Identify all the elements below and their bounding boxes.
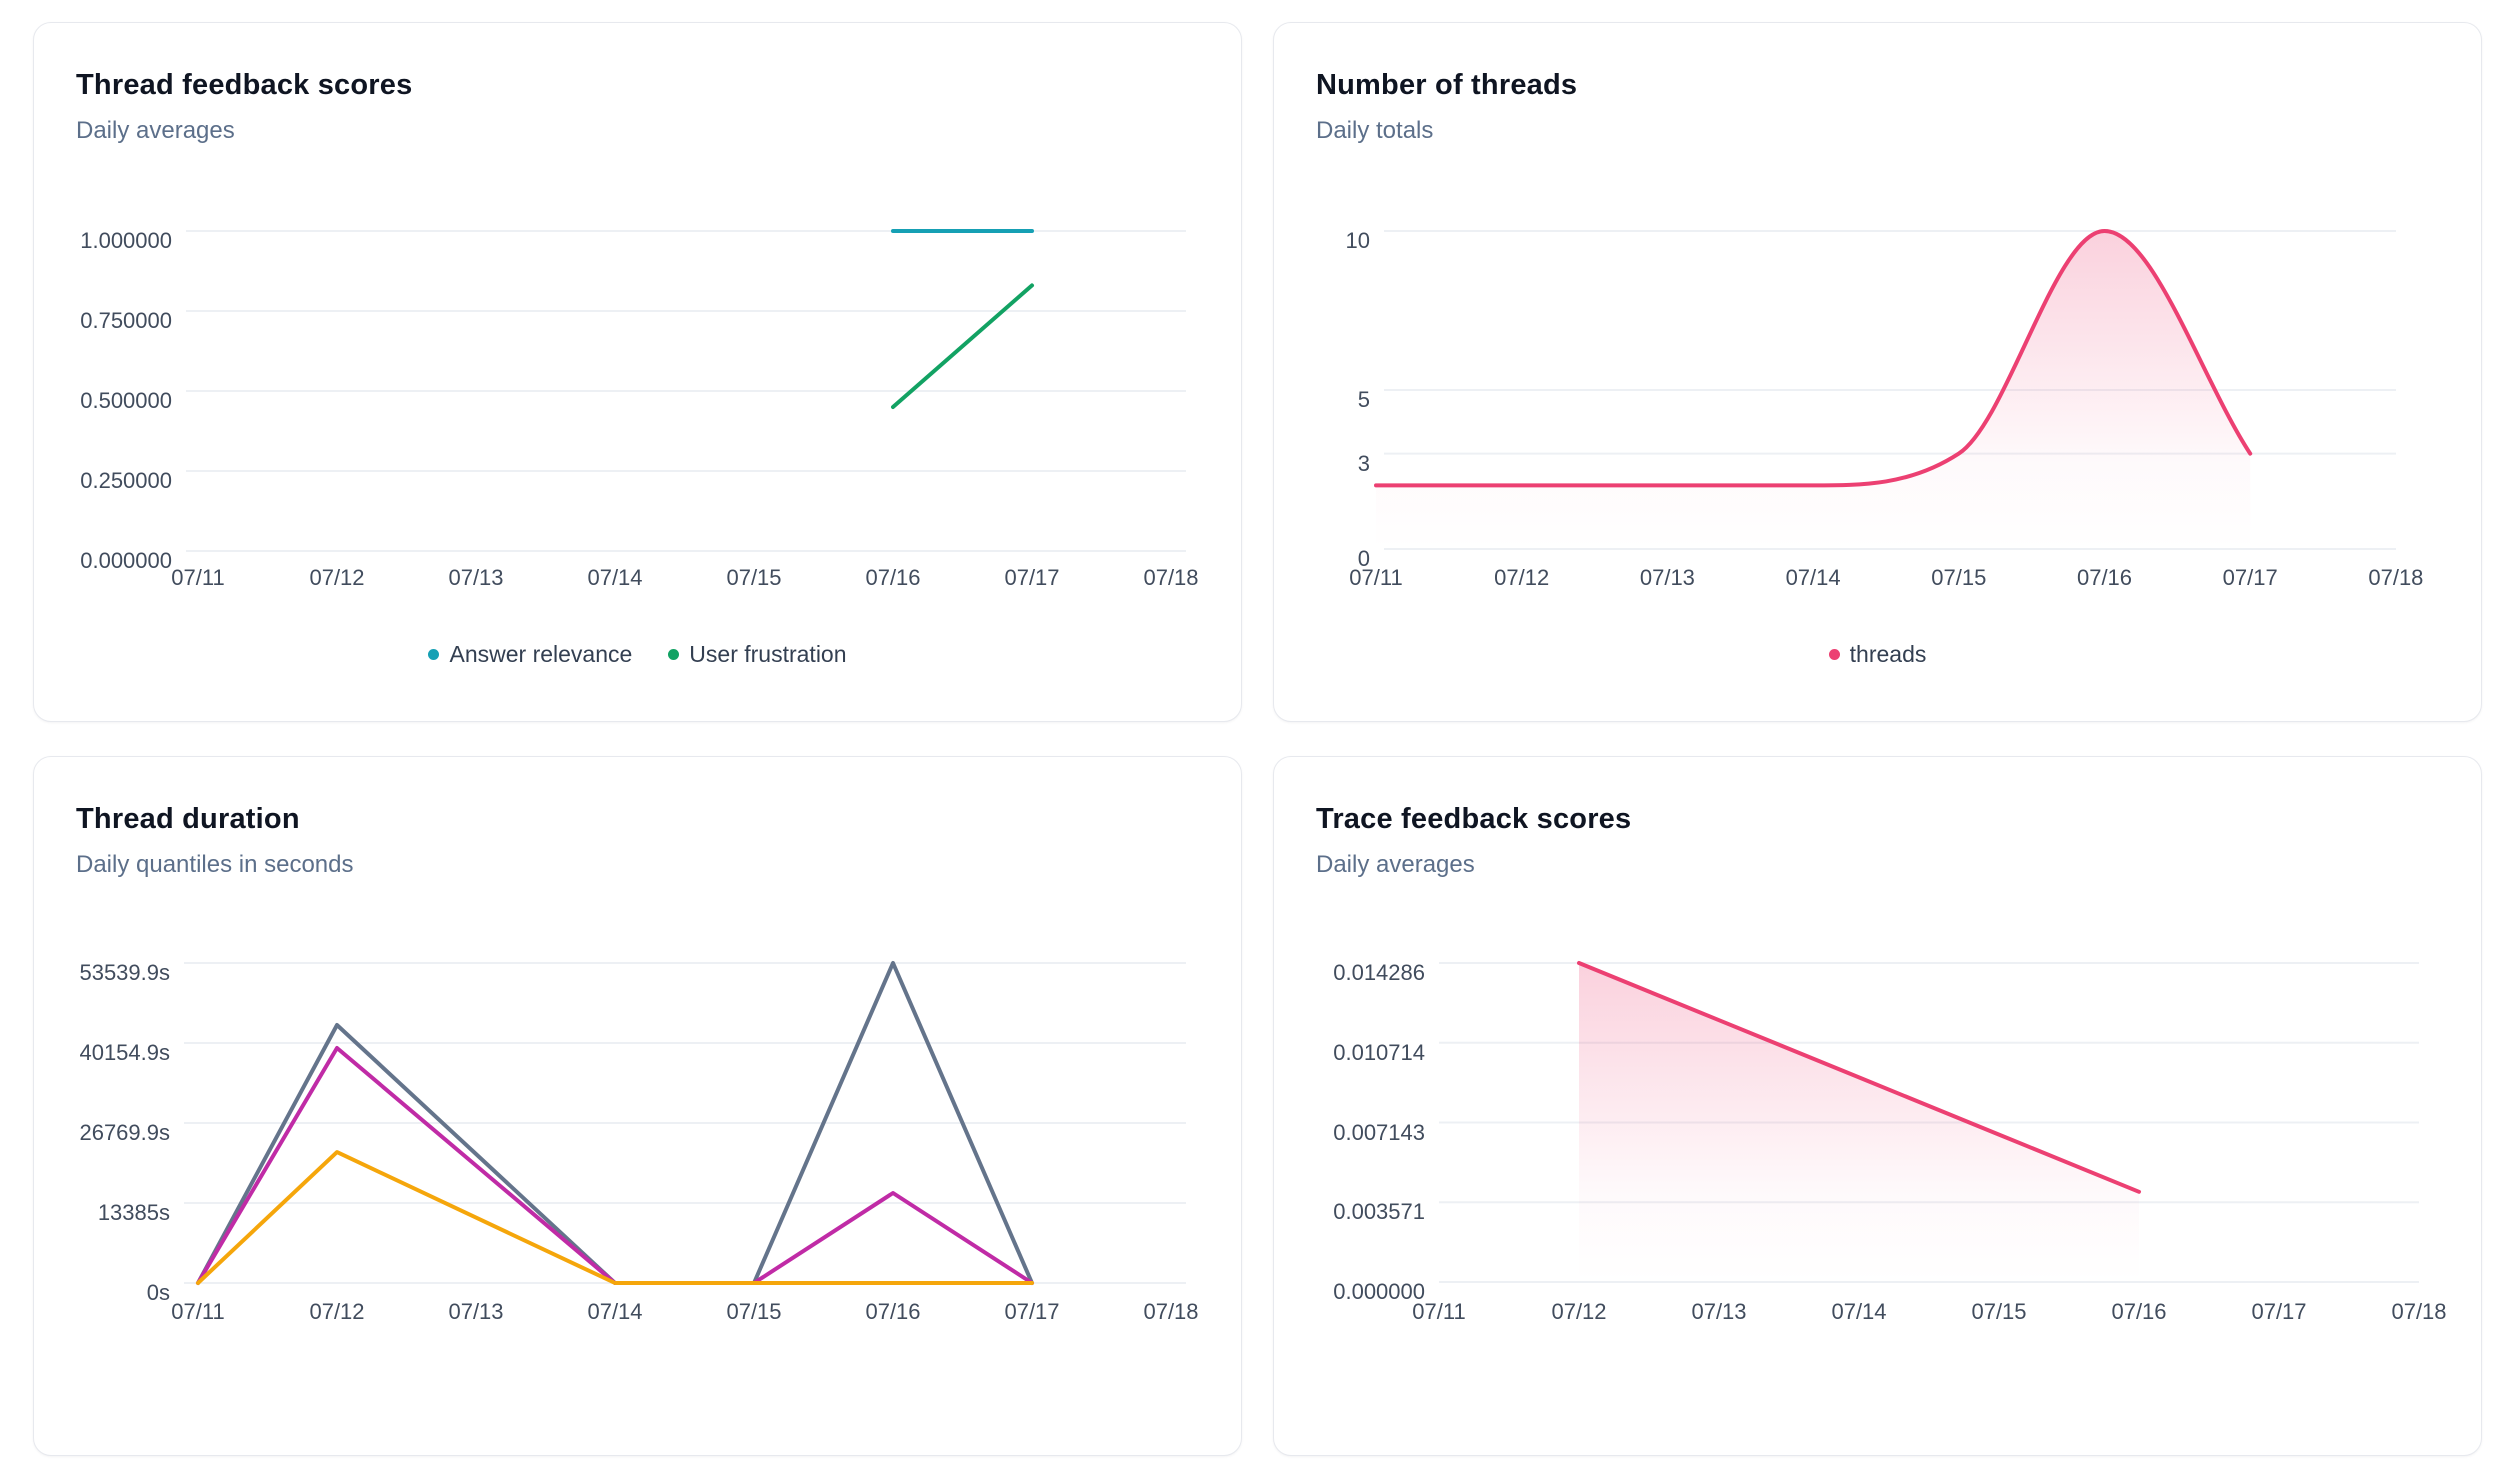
x-axis-tick-label: 07/15 <box>726 565 782 590</box>
x-axis-tick-label: 07/12 <box>1551 1299 1607 1324</box>
x-axis-tick-label: 07/17 <box>1004 1299 1060 1324</box>
y-axis-tick-label: 5 <box>1357 387 1370 412</box>
x-axis-tick-label: 07/13 <box>1639 565 1695 590</box>
card-subtitle: Daily totals <box>1316 117 1434 144</box>
card-title: Thread duration <box>76 803 300 835</box>
legend-dot-icon <box>1828 649 1840 660</box>
series-line <box>891 283 1034 409</box>
legend-item: threads <box>1828 641 1927 668</box>
area-fill <box>1376 231 2251 549</box>
y-axis-tick-label: 0.750000 <box>80 308 172 333</box>
line-chart-canvas[interactable] <box>34 23 1241 721</box>
area-fill <box>1579 963 2139 1282</box>
y-axis-tick-label: 1.000000 <box>80 228 172 253</box>
x-axis-tick-label: 07/17 <box>2251 1299 2307 1324</box>
card-subtitle: Daily averages <box>1316 851 1475 878</box>
x-axis-tick-label: 07/13 <box>448 565 504 590</box>
y-axis-tick-label: 0.007143 <box>1333 1119 1425 1145</box>
y-axis-tick-label: 40154.9s <box>79 1040 170 1065</box>
x-axis-tick-label: 07/16 <box>865 565 921 590</box>
x-axis-tick-label: 07/17 <box>2222 565 2278 590</box>
x-axis-tick-label: 07/14 <box>1831 1299 1887 1324</box>
x-axis-tick-label: 07/12 <box>309 565 365 590</box>
chart-legend: Answer relevance User frustration <box>34 641 1241 668</box>
x-axis-tick-label: 07/18 <box>2391 1299 2447 1324</box>
x-axis-tick-label: 07/15 <box>1971 1299 2027 1324</box>
legend-label: Answer relevance <box>449 641 633 667</box>
x-axis-tick-label: 07/18 <box>1143 1299 1199 1324</box>
y-axis-tick-label: 53539.9s <box>79 960 170 985</box>
card-subtitle: Daily averages <box>76 117 235 144</box>
line-chart-canvas[interactable] <box>34 757 1241 1455</box>
x-axis-tick-label: 07/12 <box>309 1299 365 1324</box>
y-axis-tick-label: 0.500000 <box>80 388 172 413</box>
chart-legend: threads <box>1274 641 2481 668</box>
y-axis-tick-label: 3 <box>1357 450 1370 476</box>
x-axis-tick-label: 07/16 <box>2111 1299 2167 1324</box>
area-chart-canvas[interactable] <box>1274 757 2481 1455</box>
legend-item: Answer relevance <box>428 641 632 668</box>
x-axis-tick-label: 07/14 <box>1785 565 1841 590</box>
card-title: Number of threads <box>1316 69 1578 101</box>
x-axis-tick-label: 07/16 <box>2076 565 2133 590</box>
x-axis-tick-label: 07/14 <box>587 565 643 590</box>
legend-label: User frustration <box>689 641 847 667</box>
series-line <box>1374 229 2253 488</box>
thread-duration-card: Thread duration Daily quantiles in secon… <box>33 756 1242 1456</box>
trace-feedback-scores-card: Trace feedback scores Daily averages 0.0… <box>1273 756 2482 1456</box>
legend-dot-icon <box>428 649 440 660</box>
card-title: Trace feedback scores <box>1316 803 1632 835</box>
x-axis-tick-label: 07/11 <box>1349 565 1403 590</box>
number-of-threads-card: Number of threads Daily totals 10 5 3 0 07/… <box>1273 22 2482 722</box>
y-axis-tick-label: 10 <box>1345 228 1370 253</box>
y-axis-tick-label: 0 <box>1357 546 1370 571</box>
y-axis-tick-label: 26769.9s <box>79 1120 170 1145</box>
series-line <box>1577 961 2141 1194</box>
y-axis-tick-label: 0.010714 <box>1333 1039 1425 1065</box>
dashboard-page: { "chart_data": [ { "id": "thread-feedba… <box>33 22 2482 1456</box>
y-axis-tick-label: 0.014286 <box>1333 960 1425 985</box>
x-axis-tick-label: 07/14 <box>587 1299 643 1324</box>
y-axis-tick-label: 0.250000 <box>80 468 172 493</box>
x-axis-tick-label: 07/15 <box>1931 565 1987 590</box>
x-axis-tick-label: 07/13 <box>448 1299 504 1324</box>
x-axis-tick-label: 07/18 <box>2368 565 2424 590</box>
x-axis-tick-label: 07/13 <box>1691 1299 1747 1324</box>
card-subtitle: Daily quantiles in seconds <box>76 851 354 878</box>
legend-label: threads <box>1849 641 1927 667</box>
area-chart-canvas[interactable] <box>1274 23 2481 721</box>
x-axis-tick-label: 07/11 <box>171 565 225 590</box>
x-axis-tick-label: 07/12 <box>1494 565 1550 590</box>
y-axis-tick-label: 13385s <box>97 1200 170 1225</box>
series-line <box>196 1150 1034 1285</box>
x-axis-tick-label: 07/16 <box>865 1299 921 1324</box>
x-axis-tick-label: 07/15 <box>726 1299 782 1324</box>
y-axis-tick-label: 0.003571 <box>1333 1199 1425 1225</box>
y-axis-tick-label: 0.000000 <box>80 548 172 573</box>
legend-item: User frustration <box>668 641 847 668</box>
thread-feedback-scores-card: Thread feedback scores Daily averages 1.… <box>33 22 1242 722</box>
x-axis-tick-label: 07/17 <box>1004 565 1060 590</box>
x-axis-tick-label: 07/18 <box>1143 565 1199 590</box>
card-title: Thread feedback scores <box>76 69 413 101</box>
x-axis-tick-label: 07/11 <box>171 1299 225 1324</box>
x-axis-tick-label: 07/11 <box>1412 1299 1466 1324</box>
legend-dot-icon <box>668 649 680 660</box>
